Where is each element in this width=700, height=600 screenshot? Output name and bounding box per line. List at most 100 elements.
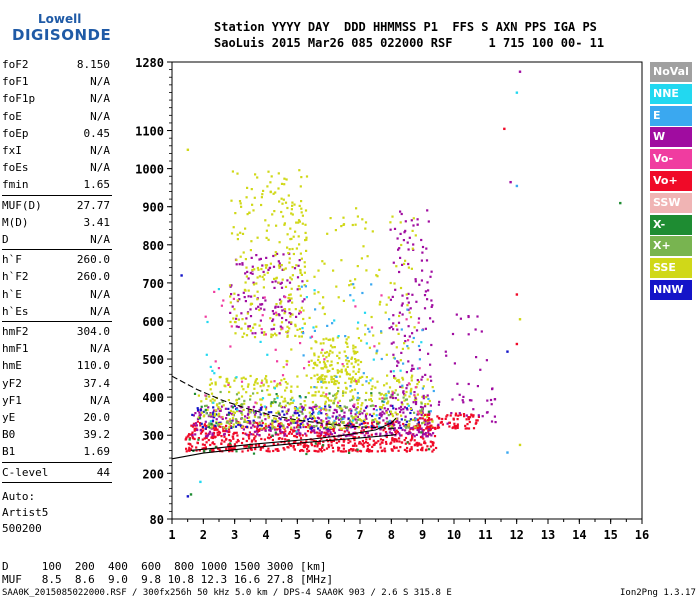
echo-point bbox=[245, 444, 248, 447]
echo-point bbox=[308, 406, 311, 409]
echo-point bbox=[313, 449, 316, 452]
echo-point bbox=[213, 412, 216, 415]
echo-point bbox=[226, 379, 229, 382]
echo-point bbox=[255, 282, 258, 285]
echo-point bbox=[393, 447, 396, 450]
echo-point bbox=[389, 228, 392, 231]
echo-point bbox=[326, 397, 329, 400]
echo-point bbox=[365, 376, 368, 379]
echo-point bbox=[395, 438, 398, 441]
echo-point bbox=[375, 352, 378, 355]
echo-point bbox=[327, 354, 330, 357]
echo-point bbox=[289, 422, 292, 425]
echo-point bbox=[228, 423, 231, 426]
echo-point bbox=[413, 411, 416, 414]
echo-point bbox=[414, 278, 417, 281]
echo-point bbox=[261, 314, 264, 317]
echo-point bbox=[349, 412, 353, 415]
echo-point bbox=[230, 325, 233, 328]
echo-point bbox=[424, 403, 427, 406]
echo-point bbox=[267, 393, 270, 396]
echo-point bbox=[220, 416, 223, 419]
echo-point bbox=[374, 405, 377, 408]
echo-point bbox=[246, 449, 250, 452]
echo-point bbox=[330, 399, 333, 402]
echo-point bbox=[264, 418, 267, 421]
echo-point bbox=[235, 399, 238, 402]
echo-point bbox=[255, 430, 258, 433]
echo-point bbox=[231, 406, 234, 409]
echo-point bbox=[427, 417, 431, 420]
echo-point bbox=[213, 290, 216, 293]
echo-point bbox=[403, 262, 406, 265]
echo-point bbox=[437, 423, 440, 426]
echo-point bbox=[396, 393, 399, 396]
echo-point bbox=[283, 308, 287, 311]
legend-item: X- bbox=[650, 214, 692, 235]
echo-point bbox=[254, 401, 257, 404]
echo-point bbox=[197, 416, 200, 419]
echo-point bbox=[244, 258, 247, 261]
echo-point bbox=[509, 180, 512, 184]
echo-point bbox=[263, 426, 266, 430]
echo-point bbox=[320, 437, 323, 440]
echo-point bbox=[281, 278, 284, 281]
echo-point bbox=[342, 223, 345, 226]
echo-point bbox=[212, 409, 216, 412]
echo-point bbox=[251, 326, 255, 329]
echo-point bbox=[399, 410, 402, 414]
echo-point bbox=[416, 444, 419, 447]
echo-point bbox=[399, 286, 403, 290]
echo-point bbox=[375, 414, 378, 417]
echo-point bbox=[368, 443, 371, 446]
echo-point bbox=[333, 382, 336, 385]
echo-point bbox=[201, 411, 204, 414]
echo-point bbox=[251, 332, 254, 335]
echo-point bbox=[414, 443, 417, 446]
echo-point bbox=[286, 325, 289, 328]
parameter-row: h`E N/A bbox=[2, 286, 110, 303]
echo-point bbox=[267, 416, 270, 419]
echo-point bbox=[259, 307, 262, 310]
echo-point bbox=[275, 224, 278, 227]
echo-point bbox=[277, 187, 280, 190]
echo-point bbox=[300, 306, 303, 309]
echo-point bbox=[307, 364, 311, 367]
echo-point bbox=[355, 207, 358, 210]
echo-point bbox=[280, 264, 283, 267]
echo-point bbox=[285, 386, 288, 389]
echo-point bbox=[341, 363, 344, 366]
echo-point bbox=[199, 424, 202, 427]
echo-point bbox=[306, 447, 309, 450]
echo-point bbox=[399, 424, 402, 427]
echo-point bbox=[325, 413, 328, 416]
echo-point bbox=[425, 259, 429, 262]
echo-point bbox=[322, 338, 325, 341]
echo-point bbox=[294, 334, 297, 337]
echo-point bbox=[228, 439, 231, 442]
echo-point bbox=[279, 282, 282, 285]
echo-point bbox=[400, 351, 403, 354]
echo-point bbox=[218, 407, 221, 410]
echo-point bbox=[360, 257, 363, 260]
echo-point bbox=[217, 407, 220, 410]
echo-point bbox=[288, 299, 291, 302]
echo-point bbox=[325, 386, 328, 390]
echo-point bbox=[452, 426, 455, 429]
echo-point bbox=[435, 446, 438, 450]
echo-point bbox=[227, 444, 230, 447]
echo-point bbox=[223, 435, 226, 438]
echo-point bbox=[409, 418, 412, 421]
echo-point bbox=[317, 412, 320, 415]
echo-point bbox=[284, 296, 287, 299]
echo-point bbox=[254, 440, 257, 443]
echo-point bbox=[284, 267, 287, 270]
echo-point bbox=[266, 185, 269, 188]
echo-point bbox=[424, 327, 427, 330]
echo-point bbox=[416, 428, 419, 431]
echo-point bbox=[321, 377, 324, 380]
echo-point bbox=[399, 385, 402, 388]
echo-point bbox=[229, 442, 232, 445]
echo-point bbox=[265, 266, 268, 269]
